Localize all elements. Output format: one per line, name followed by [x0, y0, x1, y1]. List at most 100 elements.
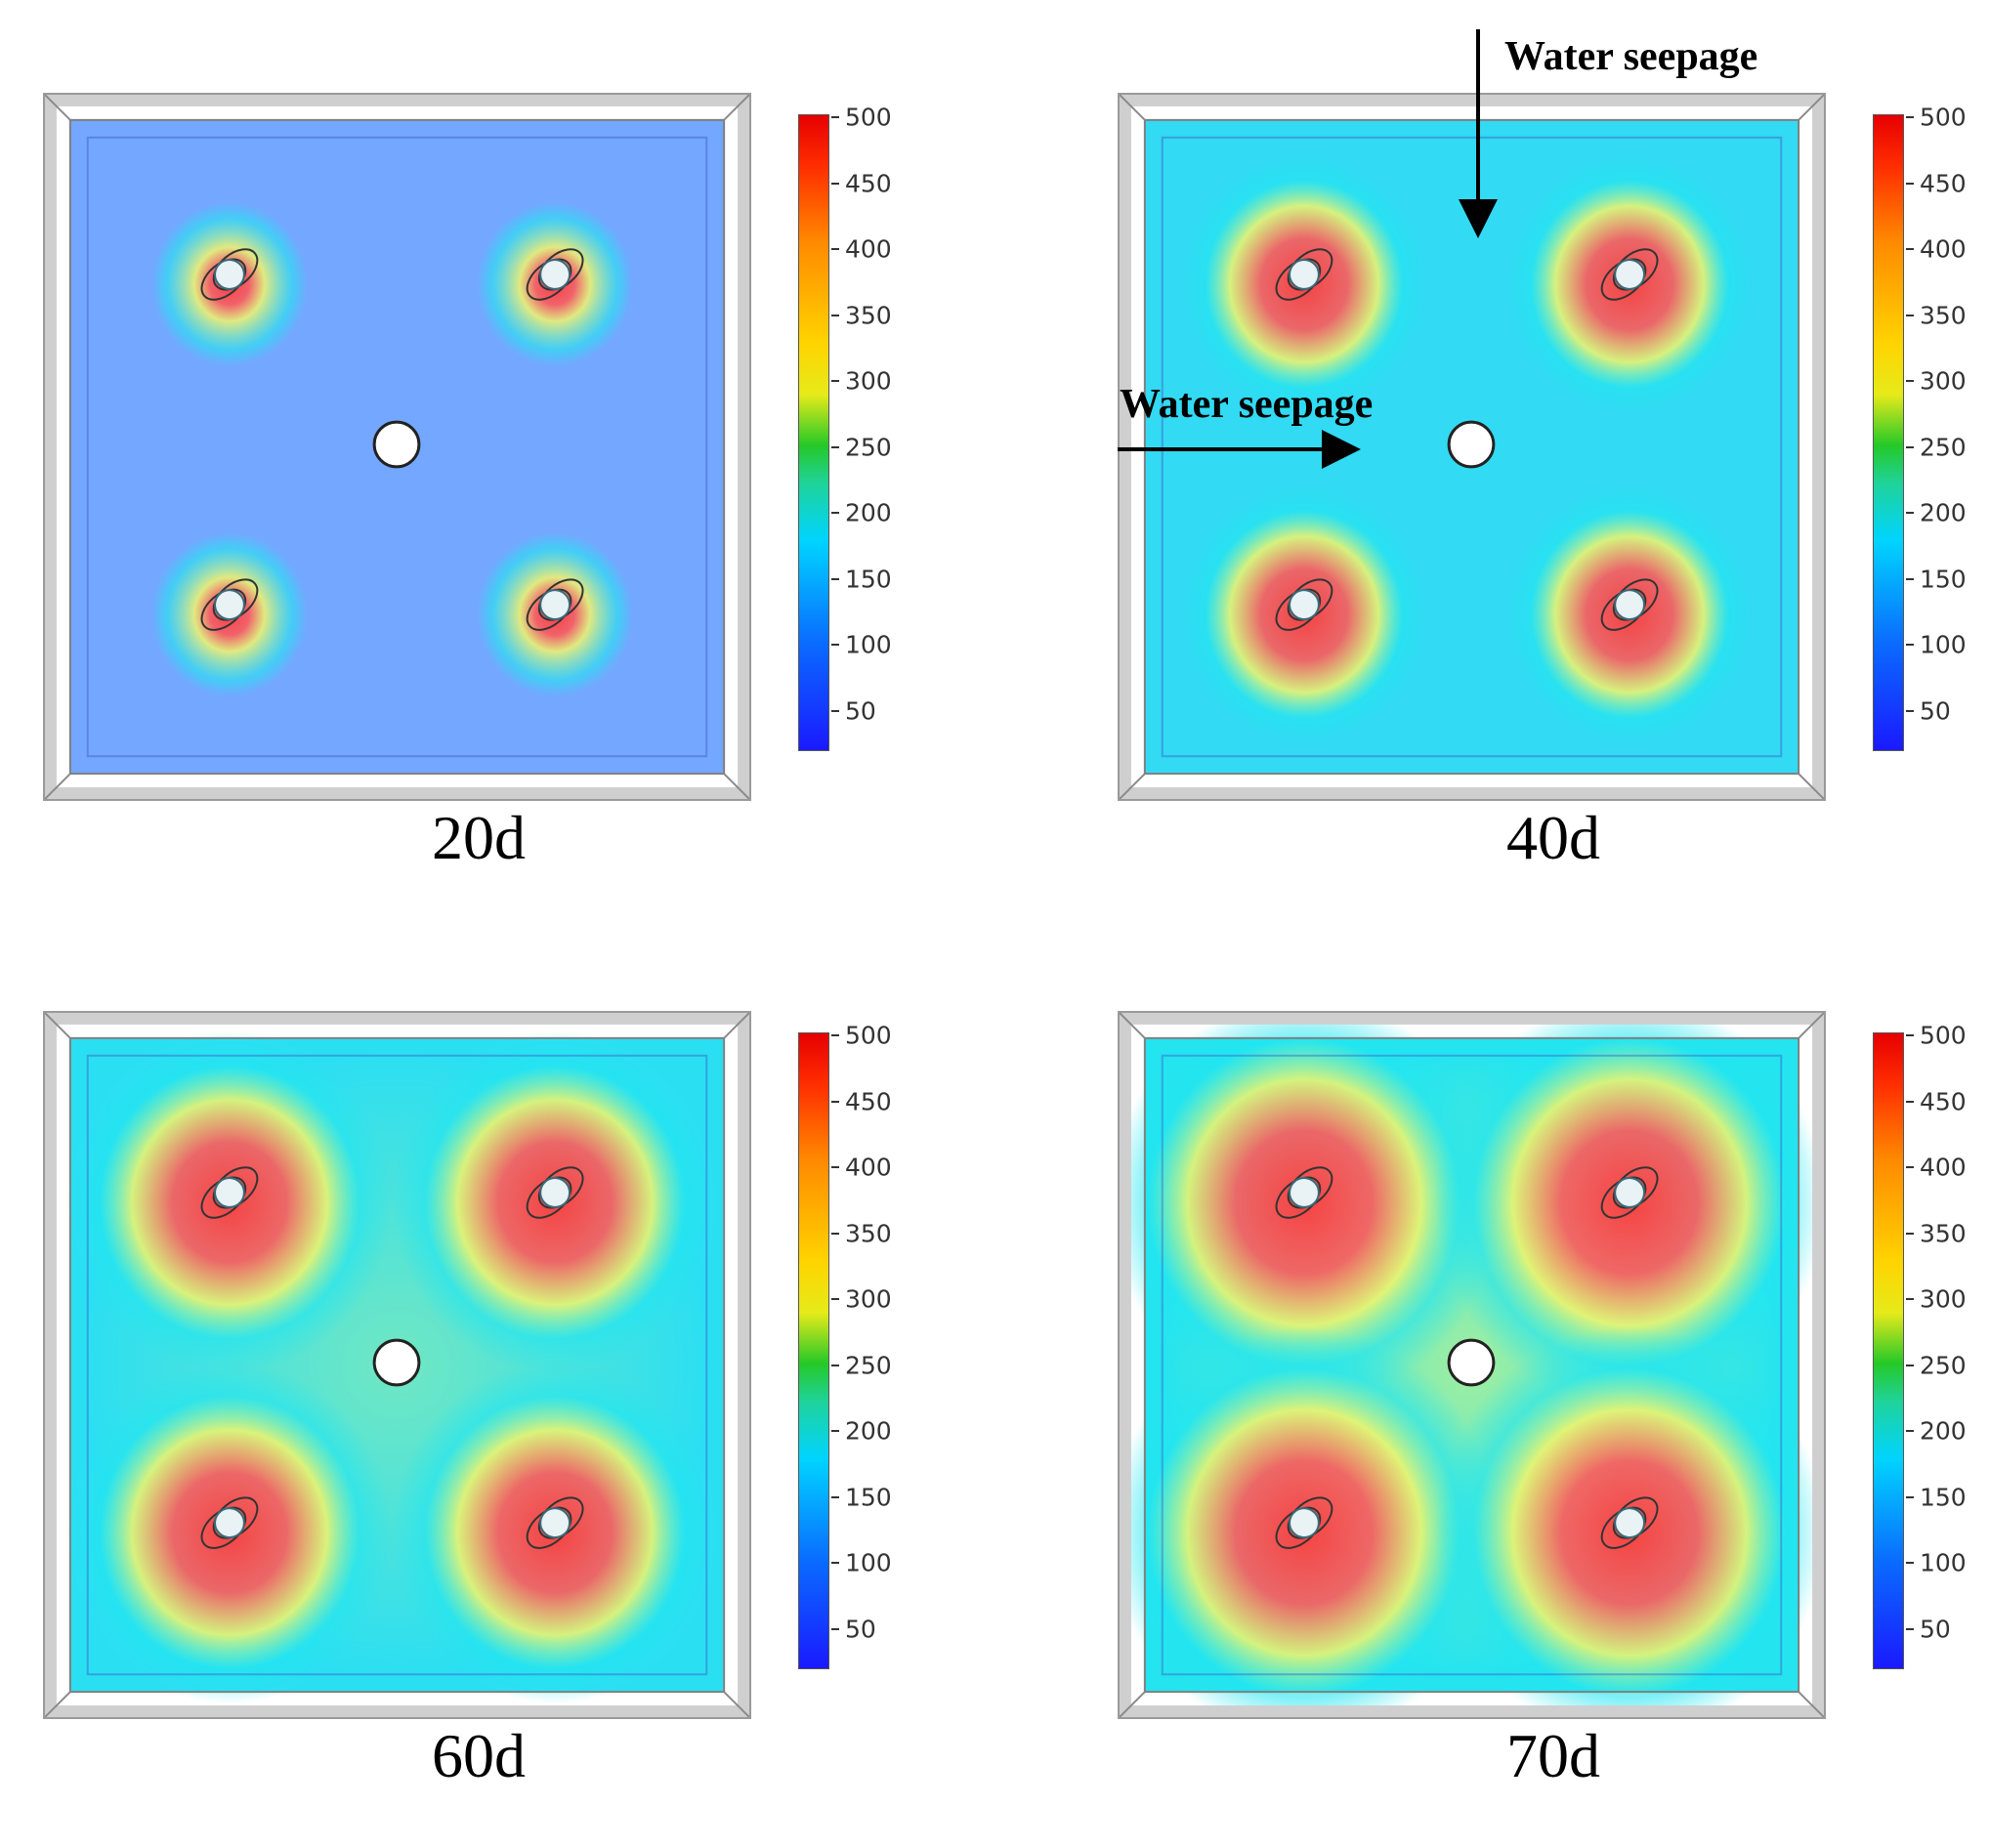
heater-pipe	[1275, 1496, 1333, 1549]
heater-pipe	[1600, 578, 1659, 631]
colorbar-tick-label: 50	[845, 696, 876, 725]
colorbar-tick	[1906, 1495, 1914, 1498]
colorbar-tick	[1906, 1364, 1914, 1366]
colorbar-tick-label: 450	[1920, 1087, 1967, 1115]
colorbar-tick	[1906, 314, 1914, 316]
colorbar-tick	[831, 1364, 839, 1366]
colorbar-tick	[831, 1562, 839, 1564]
colorbar-tick	[1906, 380, 1914, 382]
colorbar-tick	[1906, 577, 1914, 580]
frame-border	[1120, 1013, 1824, 1717]
frame-inner-line	[1161, 136, 1783, 758]
colorbar-tick-label: 250	[845, 433, 892, 461]
heater-pipe	[526, 578, 584, 631]
frame-corner	[1120, 1691, 1146, 1717]
frame-inner-edge	[1143, 1036, 1800, 1694]
frame-inner-line	[86, 136, 708, 758]
time-label-60d: 60d	[432, 1721, 526, 1790]
frame-inner-edge	[68, 1036, 726, 1694]
colorbar-tick	[831, 1034, 839, 1036]
colorbar-tick-label: 300	[1920, 1284, 1967, 1314]
colorbar-tick-label: 200	[845, 498, 892, 527]
temperature-field-70d	[1120, 1013, 1824, 1717]
temperature-field-60d	[45, 1013, 749, 1717]
colorbar-ticks-60d: 500 450 400 350 300 250 200 150 100 50	[831, 1022, 949, 1669]
central-borehole	[372, 1338, 421, 1387]
colorbar-tick-label: 150	[845, 1483, 892, 1511]
colorbar-tick	[1906, 116, 1914, 118]
central-borehole	[372, 420, 421, 469]
colorbar-tick	[831, 380, 839, 382]
colorbar-40d	[1873, 114, 1904, 751]
colorbar-tick	[831, 1495, 839, 1498]
colorbar-tick	[1906, 1298, 1914, 1300]
frame-corner	[1120, 1013, 1146, 1039]
heater-pipe	[1600, 248, 1659, 301]
colorbar-tick	[1906, 1562, 1914, 1564]
colorbar-tick-label: 100	[1920, 1548, 1967, 1577]
frame-corner	[1798, 95, 1824, 121]
time-label-40d: 40d	[1506, 803, 1600, 872]
heat-plume	[1434, 1013, 1824, 1407]
colorbar-ticks-20d: 500 450 400 350 300 250 200 150 100 50	[831, 104, 949, 751]
colorbar-tick-label: 50	[1920, 1615, 1951, 1643]
colorbar-tick	[1906, 182, 1914, 185]
panel-20d: 500 450 400 350 300 250 200 150 100 50 20d	[0, 0, 977, 879]
colorbar-tick	[831, 512, 839, 514]
water-seepage-label-left: Water seepage	[1120, 382, 1374, 427]
colorbar-tick-label: 300	[1920, 366, 1967, 396]
colorbar-tick-label: 450	[1920, 169, 1967, 197]
colorbar-tick-label: 500	[845, 103, 892, 132]
heat-plume	[1120, 1013, 1500, 1407]
heater-pipe	[200, 248, 259, 301]
frame-corner	[723, 1013, 749, 1039]
frame-inner-line	[1161, 1054, 1783, 1676]
colorbar-tick-label: 150	[1920, 1483, 1967, 1511]
heater-pipe	[1275, 578, 1333, 631]
frame-corner	[1798, 1013, 1824, 1039]
heater-pipe	[526, 1166, 584, 1219]
central-borehole	[1447, 420, 1496, 469]
colorbar-tick	[1906, 644, 1914, 646]
frame-corner	[723, 95, 749, 121]
colorbar-tick-label: 250	[845, 1351, 892, 1379]
panel-70d: 500 450 400 350 300 250 200 150 100 50 70d	[1075, 918, 1989, 1797]
colorbar-tick	[1906, 1627, 1914, 1630]
time-label-20d: 20d	[432, 803, 526, 872]
colorbar-tick	[831, 1166, 839, 1168]
colorbar-tick	[831, 248, 839, 250]
colorbar-tick-label: 350	[1920, 301, 1967, 329]
colorbar-20d	[798, 114, 829, 751]
colorbar-tick-label: 200	[845, 1416, 892, 1446]
colorbar-tick	[1906, 445, 1914, 448]
colorbar-tick	[1906, 1430, 1914, 1432]
colorbar-tick-label: 400	[1920, 1153, 1967, 1182]
heater-pipe	[1600, 1496, 1659, 1549]
heater-pipe	[1600, 1166, 1659, 1219]
colorbar-tick-label: 500	[845, 1021, 892, 1050]
temperature-field-40d	[1120, 95, 1824, 799]
colorbar-tick	[831, 314, 839, 316]
colorbar-70d	[1873, 1032, 1904, 1669]
frame-corner	[1798, 1691, 1824, 1717]
colorbar-tick-label: 500	[1920, 1021, 1967, 1050]
frame-corner	[45, 773, 71, 799]
colorbar-tick	[1906, 1166, 1914, 1168]
colorbar-tick	[831, 445, 839, 448]
heater-pipe	[1275, 1166, 1333, 1219]
frame-corner	[1120, 95, 1146, 121]
colorbar-tick	[831, 1100, 839, 1103]
frame-border	[45, 95, 749, 799]
frame-inner-edge	[1143, 118, 1800, 776]
water-seepage-label-top: Water seepage	[1504, 34, 1758, 79]
temperature-field-20d	[45, 95, 749, 799]
colorbar-tick	[831, 1430, 839, 1432]
colorbar-tick-label: 150	[1920, 565, 1967, 593]
colorbar-tick	[831, 1627, 839, 1630]
frame-corner	[723, 1691, 749, 1717]
temperature-plot-60d	[43, 1011, 751, 1719]
colorbar-tick-label: 100	[1920, 630, 1967, 659]
colorbar-tick-label: 250	[1920, 433, 1967, 461]
colorbar-60d	[798, 1032, 829, 1669]
colorbar-ticks-70d: 500 450 400 350 300 250 200 150 100 50	[1906, 1022, 1989, 1669]
